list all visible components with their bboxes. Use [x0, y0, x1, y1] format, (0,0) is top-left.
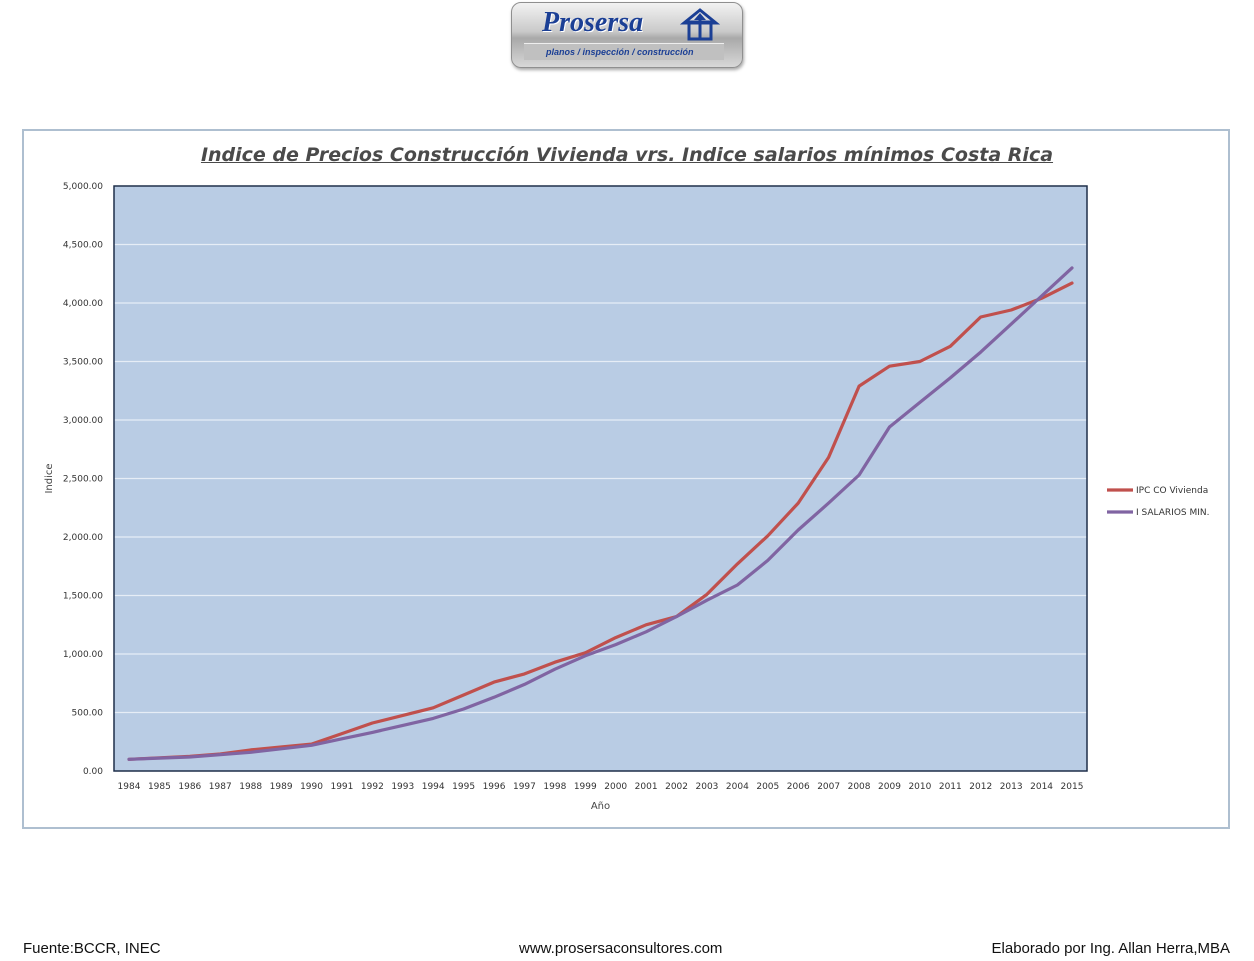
x-tick-label: 2011 [939, 782, 962, 792]
plot-border [113, 185, 1088, 772]
logo-tagline: planos / inspección / construcción [546, 47, 694, 57]
y-tick-label: 4,000.00 [63, 299, 103, 309]
y-tick-label: 0.00 [83, 767, 103, 777]
x-tick-label: 1985 [148, 782, 171, 792]
y-tick-label: 500.00 [72, 709, 104, 719]
x-tick-label: 1998 [543, 782, 566, 792]
x-tick-label: 1991 [330, 782, 353, 792]
x-tick-label: 2001 [635, 782, 658, 792]
x-tick-label: 2007 [817, 782, 840, 792]
x-tick-label: 2010 [908, 782, 931, 792]
x-tick-label: 1992 [361, 782, 384, 792]
series-line-2 [127, 266, 1074, 761]
logo-name: Prosersa [542, 7, 644, 38]
x-tick-label: 1989 [270, 782, 293, 792]
series-line-1 [127, 281, 1074, 761]
footer-source: Fuente:BCCR, INEC [23, 940, 161, 957]
x-tick-label: 1988 [239, 782, 262, 792]
legend-label-2: I SALARIOS MIN. [1136, 508, 1210, 518]
x-axis-label: Año [591, 801, 610, 812]
x-tick-label: 1993 [391, 782, 414, 792]
x-tick-label: 2003 [696, 782, 719, 792]
y-tick-label: 2,500.00 [63, 475, 103, 485]
x-tick-label: 2002 [665, 782, 688, 792]
x-tick-label: 1987 [209, 782, 232, 792]
x-tick-label: 2013 [1000, 782, 1023, 792]
footer-author: Elaborado por Ing. Allan Herra,MBA [991, 940, 1230, 957]
y-axis-label: Indice [44, 463, 55, 493]
x-tick-label: 1996 [483, 782, 506, 792]
y-tick-label: 4,500.00 [63, 241, 103, 251]
y-tick-label: 3,500.00 [63, 358, 103, 368]
x-tick-label: 1990 [300, 782, 323, 792]
footer-website[interactable]: www.prosersaconsultores.com [519, 940, 723, 957]
x-tick-label: 1999 [574, 782, 597, 792]
y-tick-label: 5,000.00 [63, 182, 103, 192]
x-tick-label: 2000 [604, 782, 627, 792]
prosersa-logo: Prosersa planos / inspección / construcc… [511, 2, 743, 68]
x-tick-label: 1994 [422, 782, 445, 792]
x-tick-label: 2008 [848, 782, 871, 792]
x-tick-label: 2006 [787, 782, 810, 792]
x-tick-label: 2015 [1061, 782, 1084, 792]
x-tick-label: 2014 [1030, 782, 1053, 792]
house-arrow-icon [680, 8, 720, 41]
y-tick-label: 1,500.00 [63, 592, 103, 602]
x-tick-label: 2004 [726, 782, 749, 792]
x-tick-label: 2012 [969, 782, 992, 792]
x-tick-label: 2009 [878, 782, 901, 792]
x-tick-label: 1986 [178, 782, 201, 792]
x-tick-label: 1995 [452, 782, 475, 792]
y-tick-label: 1,000.00 [63, 650, 103, 660]
chart-title: Indice de Precios Construcción Vivienda … [200, 144, 1054, 166]
legend-label-1: IPC CO Vivienda [1136, 486, 1208, 496]
x-tick-label: 1984 [118, 782, 141, 792]
x-tick-label: 1997 [513, 782, 536, 792]
y-tick-label: 3,000.00 [63, 416, 103, 426]
logo-tagline-bar [524, 43, 724, 60]
x-tick-label: 2005 [756, 782, 779, 792]
y-tick-label: 2,000.00 [63, 533, 103, 543]
